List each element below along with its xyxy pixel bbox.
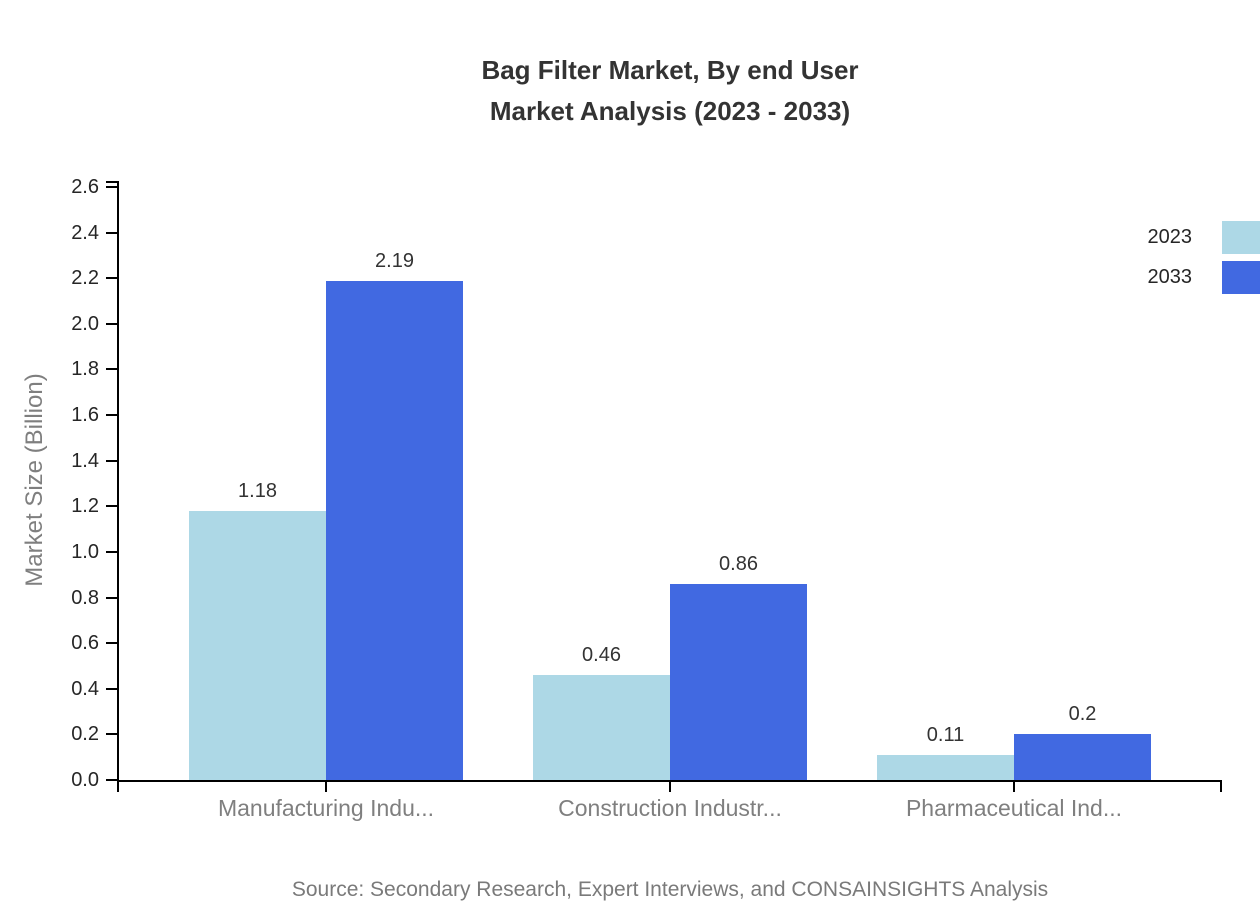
y-tick-label: 1.4 [71,449,99,472]
y-tick [106,322,117,325]
x-tick [1013,780,1015,792]
source-text: Source: Secondary Research, Expert Inter… [291,878,1049,901]
bar-value-label: 2.19 [375,250,414,272]
x-tick [325,780,327,792]
bar-2023-2 [533,675,670,780]
y-tick-label: 2.6 [71,176,99,198]
y-tick-label: 0.4 [71,677,99,700]
x-category-label: Construction Industr... [558,795,782,821]
y-tick-label: 2.2 [71,267,99,290]
y-tick [106,368,117,371]
x-tick [669,780,671,792]
y-tick-label: 0.0 [71,769,99,791]
y-tick [106,779,117,781]
chart-title-line1: Bag Filter Market, By end User [481,55,859,85]
y-tick-label: 0.6 [71,632,99,655]
bar-value-label: 1.18 [238,480,277,502]
y-tick-label: 0.8 [71,586,99,609]
y-tick [106,505,117,508]
chart-title: Bag Filter Market, By end User Market An… [80,50,1260,132]
y-tick [106,733,117,736]
bar-2033-2 [670,584,807,780]
x-axis-end-tick [1220,780,1222,792]
legend-swatch [1222,261,1260,294]
y-tick-label: 1.6 [71,404,99,427]
y-tick [106,550,117,553]
y-tick [106,186,117,188]
bar-value-label: 0.46 [582,644,621,666]
y-tick-label: 2.4 [71,221,99,244]
y-tick-label: 1.2 [71,495,99,518]
legend-item-2033[interactable]: 2033 [1148,261,1260,294]
y-tick-label: 1.8 [71,358,99,381]
bar-2023-1 [189,511,326,780]
y-tick [106,642,117,645]
legend-label: 2033 [1147,266,1193,288]
bar-2033-1 [326,281,463,780]
y-tick-label: 0.2 [71,723,99,746]
y-tick [106,687,117,690]
legend-swatch [1222,221,1260,254]
bar-value-label: 0.86 [719,553,758,575]
y-axis-line [117,181,119,792]
legend-item-2023[interactable]: 2023 [1148,221,1260,254]
y-tick [106,414,117,417]
y-tick [106,231,117,234]
y-tick [106,459,117,462]
y-axis-end-tick [106,181,117,183]
y-tick [106,596,117,599]
x-category-label: Manufacturing Indu... [217,795,435,821]
bar-2023-3 [877,755,1014,780]
chart-title-line2: Market Analysis (2023 - 2033) [489,96,851,126]
bar-value-label: 0.2 [1068,703,1097,725]
y-tick-label: 2.0 [71,312,99,335]
legend: 2023 2033 [1148,221,1260,301]
y-tick [106,277,117,280]
legend-label: 2023 [1147,226,1193,248]
x-category-label: Pharmaceutical Ind... [905,795,1123,821]
bar-2033-3 [1014,734,1151,780]
y-tick-label: 1.0 [71,540,99,563]
bar-value-label: 0.11 [926,724,965,746]
